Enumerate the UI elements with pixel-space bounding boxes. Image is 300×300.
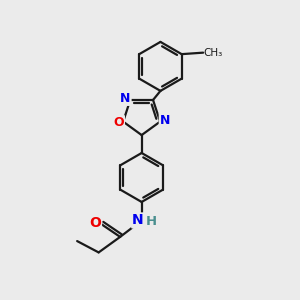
Text: O: O: [89, 216, 101, 230]
Text: CH₃: CH₃: [203, 48, 223, 58]
Text: N: N: [120, 92, 130, 105]
Text: O: O: [113, 116, 124, 129]
Text: H: H: [146, 215, 157, 228]
Text: N: N: [160, 114, 170, 127]
Text: N: N: [132, 214, 144, 227]
